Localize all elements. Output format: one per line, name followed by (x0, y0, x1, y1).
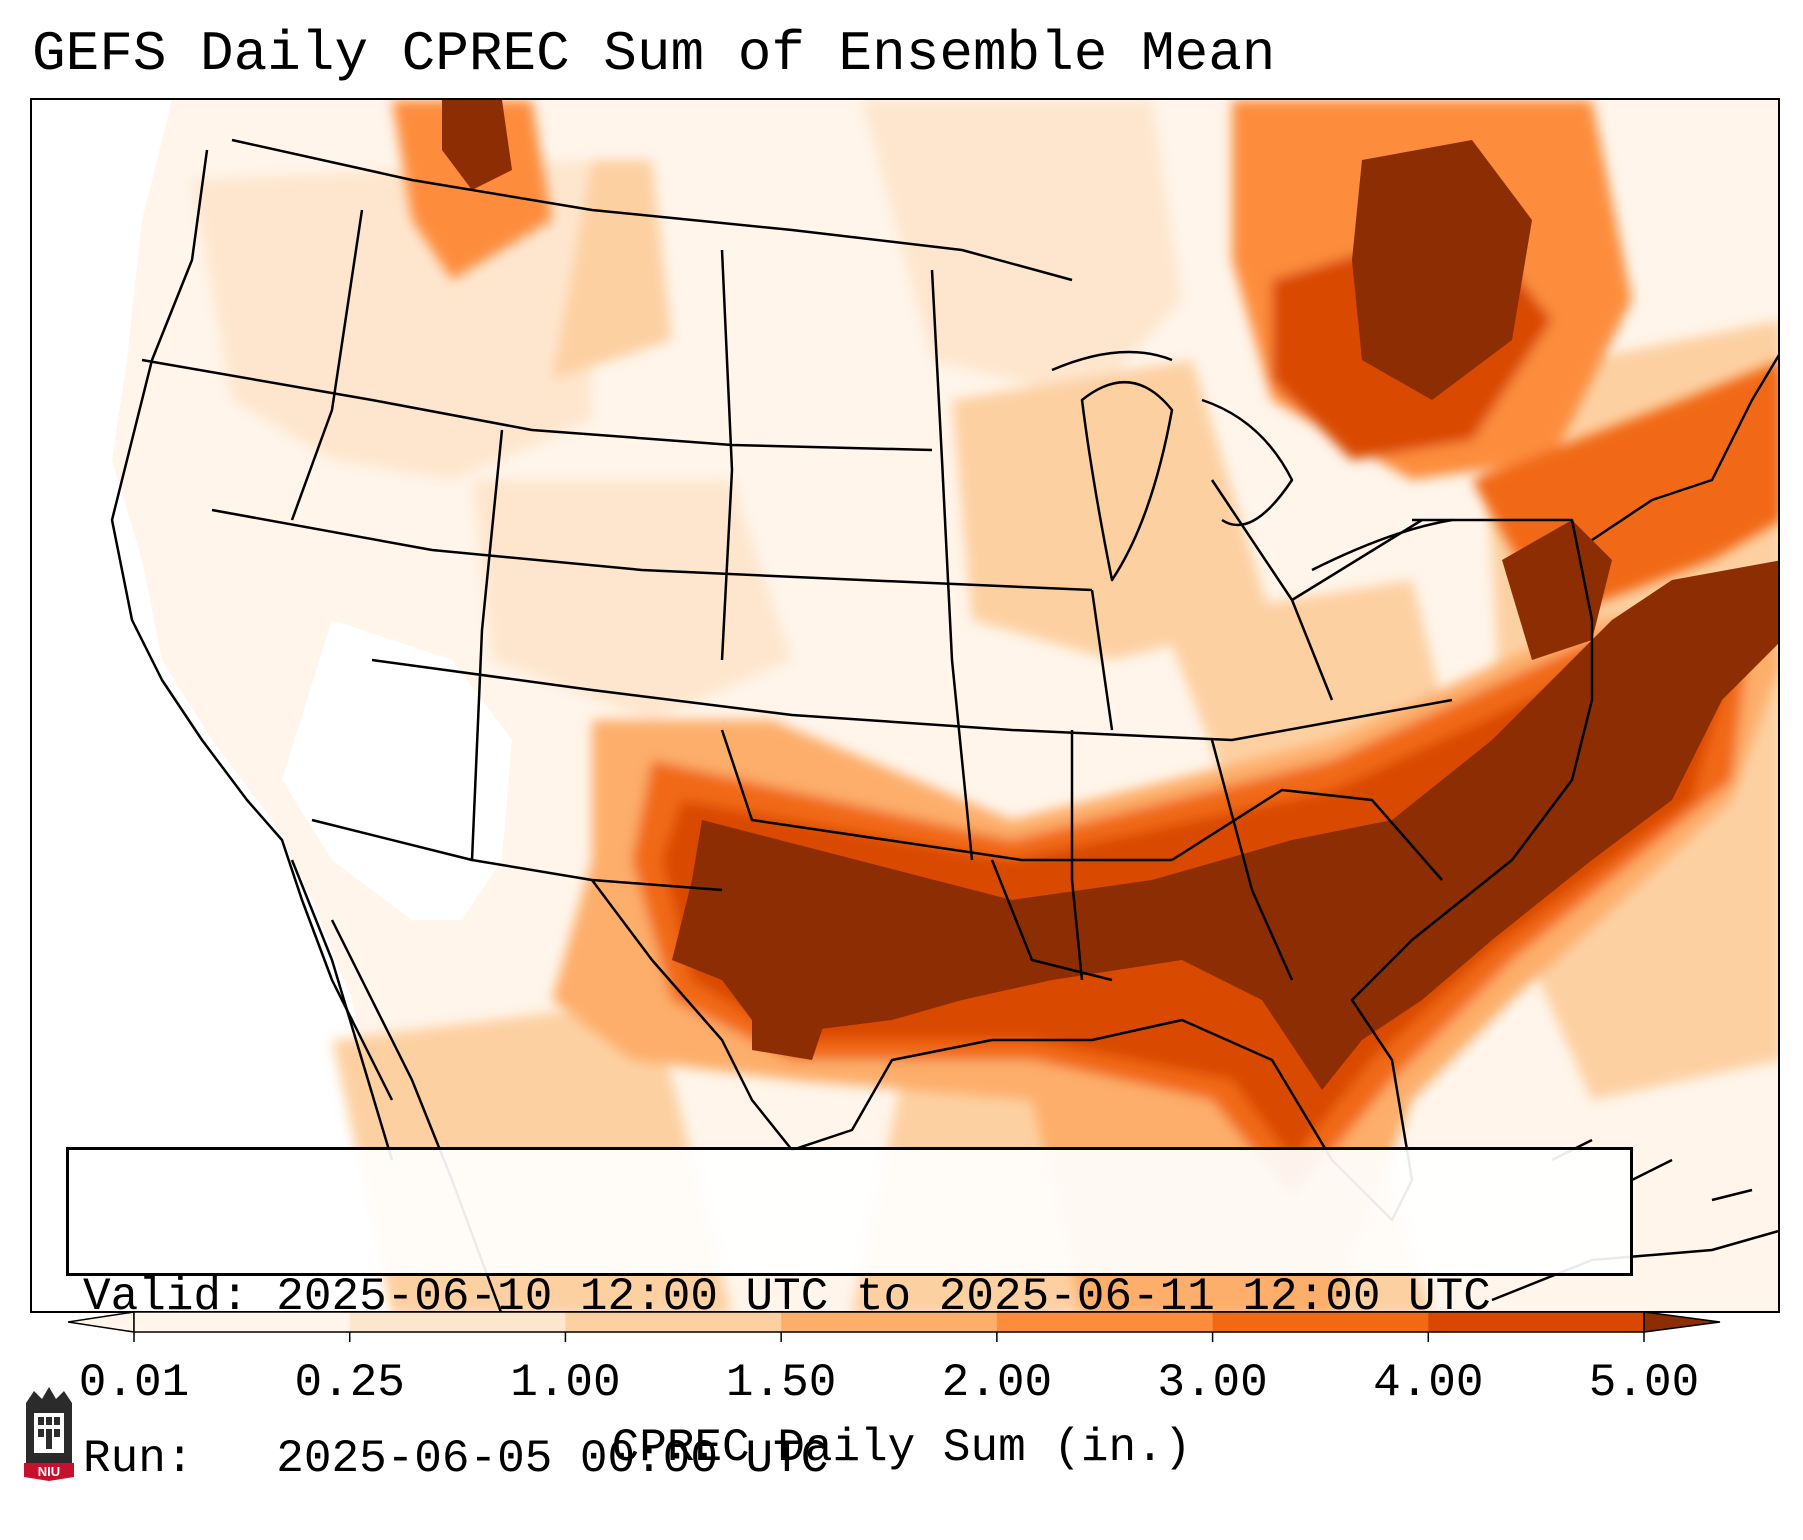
colorbar-tick-label: 1.00 (510, 1357, 621, 1409)
gulf-atlantic-coast (591, 620, 1594, 1222)
colorbar-tick-label: 1.50 (725, 1357, 837, 1409)
lake-erie (1311, 518, 1453, 572)
colorbar-segment (565, 1312, 782, 1332)
colorbar-extend-low (68, 1312, 135, 1333)
colorbar-segment (1212, 1312, 1429, 1332)
colorbar (68, 1312, 1721, 1342)
colorbar-ticks (133, 1332, 1645, 1342)
niu-tower-icon: NIU (24, 1387, 74, 1481)
niu-logo-band (24, 1463, 74, 1481)
cuba-outline (1491, 1229, 1778, 1302)
state-boundaries (110, 138, 1778, 1302)
run-value: 2025-06-05 00:00 UTC (276, 1433, 829, 1485)
colorbar-segment (1428, 1312, 1645, 1332)
no-precip-southwest (282, 620, 512, 920)
colorbar-extend-high (1643, 1312, 1721, 1333)
lake-huron (1201, 398, 1294, 527)
colorbar-tick-label: 0.25 (294, 1357, 405, 1409)
coastline-west (110, 149, 394, 1101)
niu-logo-text: NIU (38, 1464, 60, 1479)
map-canvas (32, 100, 1778, 1311)
colorbar-segments (68, 1312, 1721, 1333)
colorbar-segment (781, 1312, 998, 1332)
us-canada-border (231, 138, 1073, 282)
no-precip-west (32, 100, 392, 1311)
lake-superior (1051, 350, 1173, 372)
colorbar-segment (134, 1312, 351, 1332)
colorbar-segment (996, 1312, 1214, 1332)
precip-extreme-areas (442, 100, 1778, 1090)
valid-run-info-box: Valid: 2025-06-10 12:00 UTC to 2025-06-1… (66, 1147, 1633, 1485)
colorbar-tick-label: 2.00 (941, 1357, 1053, 1409)
colorbar-tick-label: 3.00 (1157, 1357, 1268, 1409)
colorbar-tick-label: 0.01 (78, 1357, 190, 1409)
colorbar-tick-label: 4.00 (1373, 1357, 1484, 1409)
run-time-row: Run: 2025-06-05 00:00 UTC (83, 1432, 1616, 1486)
coastline-northeast (1591, 354, 1778, 542)
colorbar-segment (349, 1312, 566, 1332)
colorbar-outline (133, 1312, 1645, 1333)
precipitation-map (30, 98, 1780, 1313)
map-title: GEFS Daily CPREC Sum of Ensemble Mean (32, 22, 1276, 86)
lake-michigan (1080, 380, 1174, 582)
run-label: Run: (83, 1433, 194, 1485)
colorbar-label: CPREC Daily Sum (in.) (611, 1422, 1192, 1474)
colorbar-tick-label: 5.00 (1588, 1357, 1700, 1409)
